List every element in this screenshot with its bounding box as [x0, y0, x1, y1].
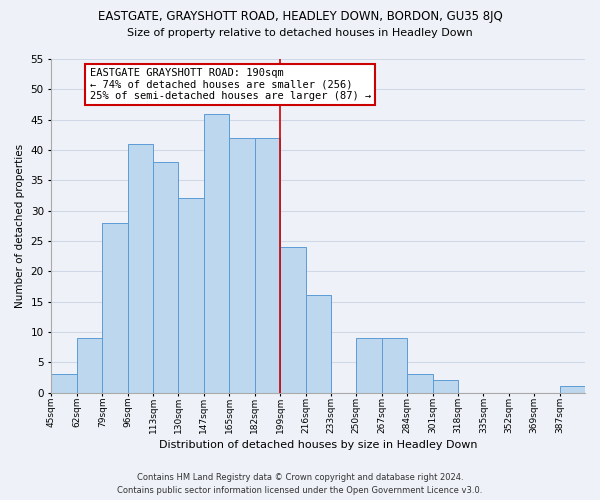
Text: Contains HM Land Registry data © Crown copyright and database right 2024.
Contai: Contains HM Land Registry data © Crown c… — [118, 474, 482, 495]
Bar — [560, 386, 585, 392]
Bar — [433, 380, 458, 392]
Text: EASTGATE, GRAYSHOTT ROAD, HEADLEY DOWN, BORDON, GU35 8JQ: EASTGATE, GRAYSHOTT ROAD, HEADLEY DOWN, … — [98, 10, 502, 23]
Bar — [153, 162, 178, 392]
Text: Size of property relative to detached houses in Headley Down: Size of property relative to detached ho… — [127, 28, 473, 38]
Bar — [178, 198, 204, 392]
Bar — [305, 296, 331, 392]
Bar — [229, 138, 255, 392]
Bar — [102, 222, 128, 392]
Bar — [204, 114, 229, 392]
Bar — [407, 374, 433, 392]
Bar — [77, 338, 102, 392]
Bar — [255, 138, 280, 392]
Bar — [382, 338, 407, 392]
Bar — [128, 144, 153, 392]
Bar — [52, 374, 77, 392]
X-axis label: Distribution of detached houses by size in Headley Down: Distribution of detached houses by size … — [159, 440, 478, 450]
Bar — [280, 247, 305, 392]
Y-axis label: Number of detached properties: Number of detached properties — [15, 144, 25, 308]
Text: EASTGATE GRAYSHOTT ROAD: 190sqm
← 74% of detached houses are smaller (256)
25% o: EASTGATE GRAYSHOTT ROAD: 190sqm ← 74% of… — [89, 68, 371, 102]
Bar — [356, 338, 382, 392]
